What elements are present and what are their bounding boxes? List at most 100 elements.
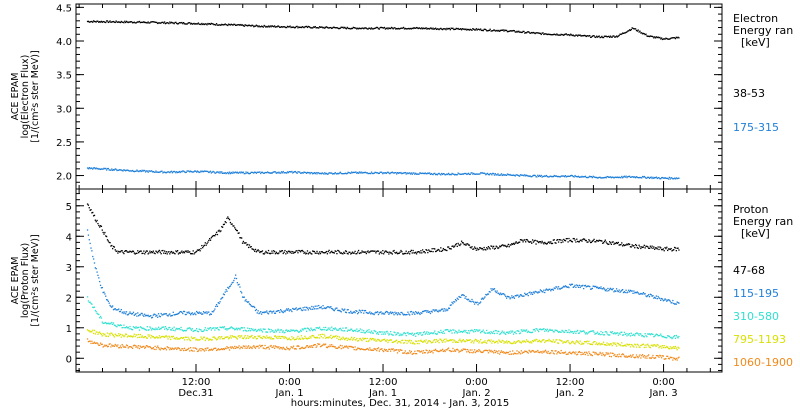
data-point [661, 38, 664, 41]
data-point [150, 21, 152, 23]
data-point [409, 350, 411, 352]
data-point [394, 251, 396, 254]
data-point [164, 335, 167, 337]
data-point [514, 295, 516, 297]
data-point [524, 340, 526, 343]
data-point [273, 26, 275, 28]
data-point [613, 354, 615, 357]
data-point [558, 34, 561, 36]
data-point [538, 291, 540, 293]
data-point [546, 352, 548, 354]
data-point [145, 329, 148, 331]
data-point [634, 247, 636, 249]
data-point [398, 28, 400, 30]
data-point [451, 27, 453, 30]
data-point [297, 330, 299, 332]
data-point [532, 329, 535, 331]
data-point [343, 337, 345, 340]
data-point [168, 335, 170, 337]
data-point [509, 173, 511, 176]
data-point [473, 29, 476, 31]
y-axis-label: ACE EPAM [10, 257, 21, 305]
data-point [318, 27, 320, 29]
data-point [505, 331, 508, 334]
data-point [249, 172, 251, 175]
data-point [92, 342, 94, 344]
data-point [213, 336, 215, 338]
data-point [311, 335, 313, 337]
data-point [391, 341, 393, 344]
data-point [187, 22, 189, 24]
data-point [447, 348, 449, 350]
data-point [516, 330, 518, 332]
data-point [295, 307, 297, 309]
data-point [438, 342, 440, 344]
data-point [540, 33, 542, 36]
data-point [659, 297, 661, 300]
data-point [340, 329, 342, 331]
data-point [143, 336, 145, 339]
data-point [340, 337, 342, 339]
data-point [292, 329, 295, 331]
data-point [494, 247, 497, 250]
data-point [635, 292, 638, 294]
data-point [202, 311, 205, 313]
data-point [136, 21, 138, 23]
data-point [467, 28, 469, 31]
data-point [260, 250, 262, 253]
data-point [507, 332, 510, 334]
data-point [610, 331, 613, 334]
data-point [361, 27, 363, 29]
data-point [654, 345, 657, 347]
data-point [510, 342, 512, 344]
data-point [511, 174, 513, 176]
data-point [476, 29, 478, 31]
data-point [102, 20, 104, 23]
data-point [363, 332, 366, 334]
data-point [548, 329, 550, 332]
data-point [233, 225, 235, 227]
data-point [553, 287, 555, 289]
data-point [480, 172, 483, 174]
data-point [573, 342, 575, 345]
data-point [247, 345, 250, 347]
data-point [179, 310, 181, 313]
data-point [363, 171, 366, 174]
data-point [244, 172, 246, 175]
data-point [413, 312, 415, 314]
data-point [331, 345, 334, 348]
data-point [525, 329, 528, 331]
data-point [220, 24, 222, 26]
data-point [558, 176, 561, 178]
data-point [320, 26, 322, 28]
data-point [562, 351, 564, 354]
data-point [585, 35, 587, 38]
data-point [576, 238, 578, 240]
data-point [125, 169, 128, 171]
legend-title: [keV] [741, 227, 770, 240]
data-point [112, 334, 114, 336]
data-point [235, 172, 238, 174]
data-point [223, 293, 226, 296]
data-point [228, 328, 230, 330]
data-point [464, 243, 466, 245]
data-point [325, 251, 327, 254]
data-point [286, 26, 288, 29]
data-point [274, 171, 277, 173]
data-point [331, 329, 334, 332]
data-point [658, 297, 660, 299]
data-point [464, 331, 466, 333]
data-point [118, 169, 121, 171]
data-point [247, 246, 250, 249]
data-point [538, 339, 541, 342]
data-point [159, 337, 161, 339]
data-point [172, 311, 174, 313]
data-point [639, 346, 641, 349]
data-point [411, 353, 413, 355]
data-point [604, 239, 606, 241]
data-point [331, 27, 334, 29]
data-point [552, 33, 555, 36]
data-point [657, 36, 659, 38]
data-point [332, 345, 335, 348]
data-point [430, 350, 432, 353]
